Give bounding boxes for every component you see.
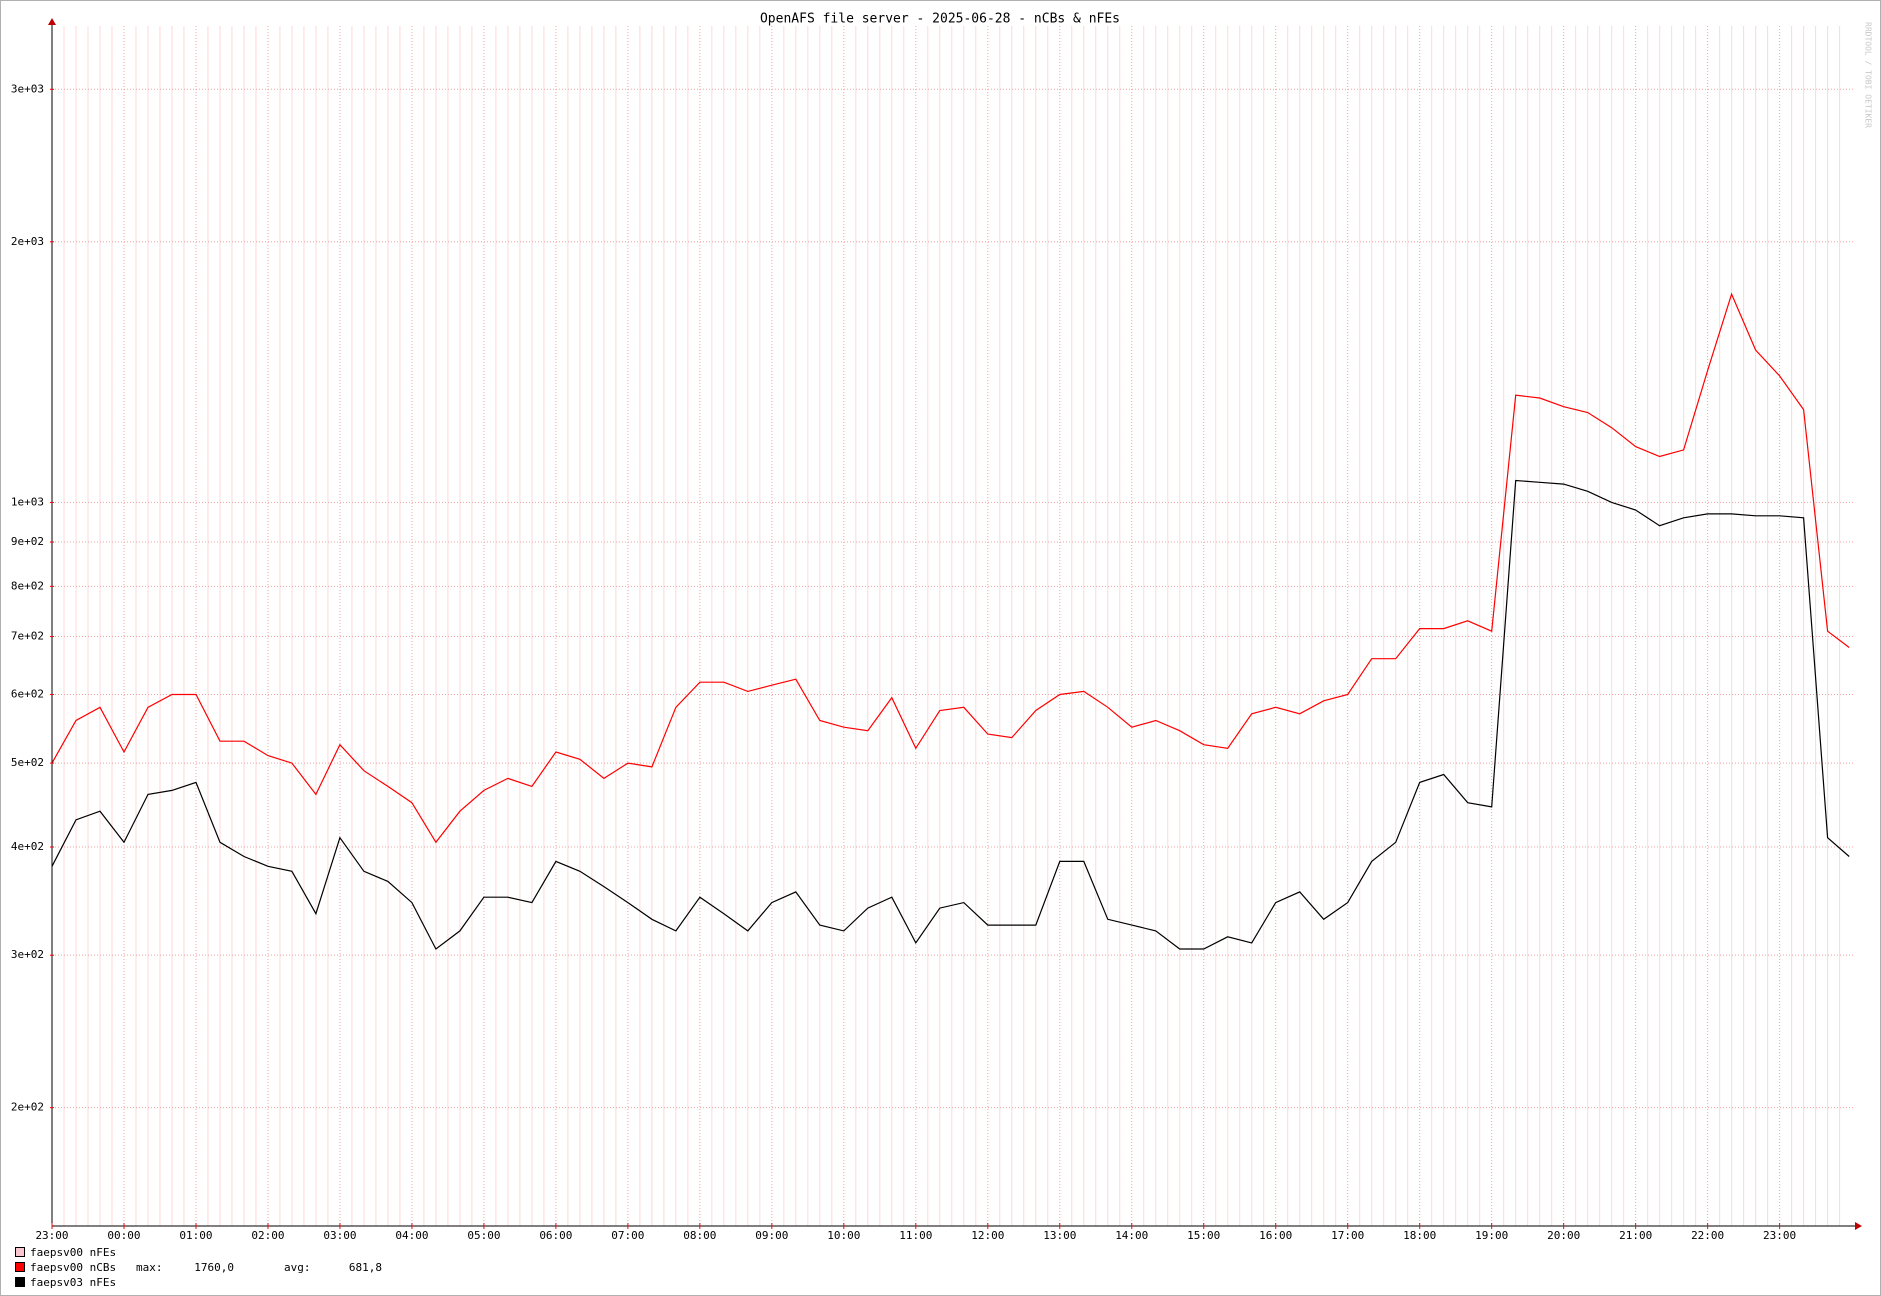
legend-label: faepsv03 nFEs: [30, 1276, 116, 1289]
x-axis-arrow: [1855, 1222, 1862, 1230]
axes: 23:00 00:00 01:00 02:00 03:00 04:00 05:00 06:00…: [11, 18, 1862, 1242]
legend-stat-label: max:: [136, 1261, 163, 1274]
x-tick-label: 07:00: [611, 1229, 644, 1242]
legend-stat-value: 681,8: [349, 1261, 382, 1274]
legend-stat-value: 1760,0: [194, 1261, 234, 1274]
x-tick-label: 03:00: [323, 1229, 356, 1242]
y-tick-label: 9e+02: [11, 535, 44, 548]
x-tick-label: 13:00: [1043, 1229, 1076, 1242]
chart-title: OpenAFS file server - 2025-06-28 - nCBs …: [760, 12, 1120, 27]
x-tick-label: 20:00: [1547, 1229, 1580, 1242]
y-axis-arrow: [48, 18, 56, 25]
x-tick-label: 10:00: [827, 1229, 860, 1242]
legend-swatch: [15, 1247, 25, 1257]
legend-swatch: [15, 1262, 25, 1272]
y-tick-label: 5e+02: [11, 756, 44, 769]
x-tick-label: 22:00: [1691, 1229, 1724, 1242]
legend-label: faepsv00 nFEs: [30, 1246, 116, 1259]
x-tick-label: 06:00: [539, 1229, 572, 1242]
y-tick-label: 6e+02: [11, 688, 44, 701]
x-tick-label: 08:00: [683, 1229, 716, 1242]
x-tick-label: 18:00: [1403, 1229, 1436, 1242]
y-tick-label: 7e+02: [11, 630, 44, 643]
x-tick-label: 21:00: [1619, 1229, 1652, 1242]
watermark: RRDTOOL / TOBI OETIKER: [1864, 22, 1873, 128]
legend-stat-label: avg:: [284, 1261, 311, 1274]
x-tick-label: 15:00: [1187, 1229, 1220, 1242]
x-tick-label: 17:00: [1331, 1229, 1364, 1242]
y-tick-label: 3e+02: [11, 948, 44, 961]
x-tick-label: 23:00: [1763, 1229, 1796, 1242]
y-tick-label: 8e+02: [11, 579, 44, 592]
x-tick-label: 12:00: [971, 1229, 1004, 1242]
x-tick-label: 16:00: [1259, 1229, 1292, 1242]
y-tick-label: 2e+02: [11, 1101, 44, 1114]
x-tick-label: 00:00: [107, 1229, 140, 1242]
x-tick-label: 09:00: [755, 1229, 788, 1242]
x-tick-label: 14:00: [1115, 1229, 1148, 1242]
x-tick-label: 19:00: [1475, 1229, 1508, 1242]
x-tick-label: 02:00: [251, 1229, 284, 1242]
series-line: [51, 292, 1850, 844]
x-tick-label: 01:00: [179, 1229, 212, 1242]
y-tick-label: 4e+02: [11, 840, 44, 853]
x-tick-label: 11:00: [899, 1229, 932, 1242]
lines: [51, 292, 1850, 950]
grid: [51, 26, 1854, 1226]
legend-label: faepsv00 nCBs: [30, 1261, 116, 1274]
y-tick-label: 2e+03: [11, 235, 44, 248]
legend: faepsv00 nFEs faepsv00 nCBs max: 1760,0 avg:…: [15, 1246, 382, 1289]
x-tick-label: 23:00: [35, 1229, 68, 1242]
y-tick-label: 3e+03: [11, 82, 44, 95]
x-tick-label: 05:00: [467, 1229, 500, 1242]
x-tick-label: 04:00: [395, 1229, 428, 1242]
legend-swatch: [15, 1277, 25, 1287]
series-line: [51, 479, 1850, 950]
y-tick-label: 1e+03: [11, 495, 44, 508]
